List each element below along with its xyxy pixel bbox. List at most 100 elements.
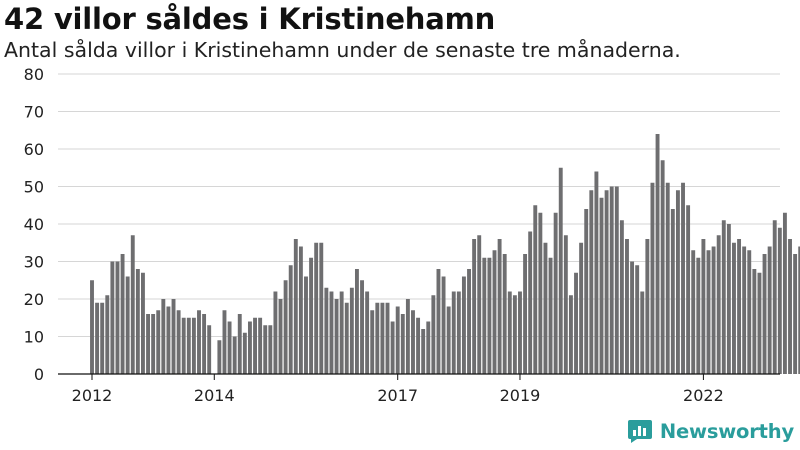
bar (767, 246, 772, 374)
bar (186, 317, 191, 374)
bar (370, 310, 375, 374)
bar (548, 257, 553, 374)
bar (278, 299, 283, 374)
bar (298, 246, 303, 374)
bar (487, 257, 492, 374)
y-tick-label: 10 (24, 328, 44, 347)
bar (721, 220, 726, 374)
bar (115, 261, 120, 374)
bar (798, 246, 800, 374)
bar (207, 325, 212, 374)
bar (273, 291, 278, 374)
bar (716, 235, 721, 374)
bar (309, 257, 314, 374)
bar (747, 250, 752, 374)
bar (288, 265, 293, 374)
bar (625, 239, 629, 374)
bar (492, 250, 497, 374)
bar (456, 291, 461, 374)
bar (589, 190, 594, 374)
bar (619, 220, 624, 374)
bar (253, 317, 257, 374)
bar (146, 314, 150, 374)
bar (553, 212, 558, 374)
bar (258, 317, 263, 374)
bar (732, 242, 736, 374)
y-tick-label: 40 (24, 215, 44, 234)
bar (670, 209, 675, 374)
brand-logo[interactable]: Newsworthy (627, 418, 794, 444)
bar (416, 317, 421, 374)
bar (90, 280, 94, 374)
bar (477, 235, 482, 374)
bar (777, 227, 782, 374)
bar (247, 321, 252, 374)
bar (349, 287, 354, 374)
bar (507, 291, 512, 374)
bar (701, 239, 706, 374)
bar (360, 280, 364, 374)
bar (538, 212, 543, 374)
bar (742, 246, 747, 374)
bar (772, 220, 777, 374)
bar (762, 254, 767, 374)
bar (574, 272, 578, 374)
bar (563, 235, 568, 374)
x-tick-label: 2019 (500, 386, 541, 405)
bar (202, 314, 207, 374)
y-tick-label: 50 (24, 178, 44, 197)
bar (482, 257, 487, 374)
bar (502, 254, 507, 374)
bar (426, 321, 431, 374)
bar (411, 310, 415, 374)
bar (630, 261, 635, 374)
bar (461, 276, 466, 374)
bar (156, 310, 161, 374)
bar (365, 291, 370, 374)
bar (263, 325, 268, 374)
bar (400, 314, 405, 374)
bar (497, 239, 502, 374)
bar (681, 182, 685, 374)
bar (268, 325, 273, 374)
bar (385, 302, 390, 374)
bar (451, 291, 456, 374)
bar (614, 186, 619, 374)
bar (283, 280, 288, 374)
x-axis (58, 373, 780, 380)
bar (395, 306, 400, 374)
bar (558, 167, 563, 374)
bar (181, 317, 186, 374)
bar (191, 317, 196, 374)
bar (339, 291, 344, 374)
bar (579, 242, 584, 374)
bar (390, 321, 395, 374)
y-axis-labels: 0 10 20 30 40 50 60 70 80 (24, 65, 44, 384)
bar (135, 269, 140, 374)
bar (793, 254, 798, 374)
bar (568, 295, 573, 374)
bar (711, 246, 716, 374)
bars (90, 134, 800, 374)
bar (242, 332, 247, 374)
bar (151, 314, 156, 374)
bar (691, 250, 696, 374)
bar (594, 171, 599, 374)
bar (237, 314, 242, 374)
bar (599, 197, 604, 374)
x-tick-label: 2014 (194, 386, 235, 405)
y-tick-label: 60 (24, 140, 44, 159)
bar (635, 265, 640, 374)
bar (334, 299, 339, 374)
bar (329, 291, 334, 374)
bar (584, 209, 589, 374)
bar (405, 299, 410, 374)
y-tick-label: 0 (34, 365, 44, 384)
bar (227, 321, 232, 374)
bar (176, 310, 181, 374)
bar (130, 235, 135, 374)
bar (105, 295, 110, 374)
brand-name: Newsworthy (659, 419, 794, 443)
bar (675, 190, 680, 374)
